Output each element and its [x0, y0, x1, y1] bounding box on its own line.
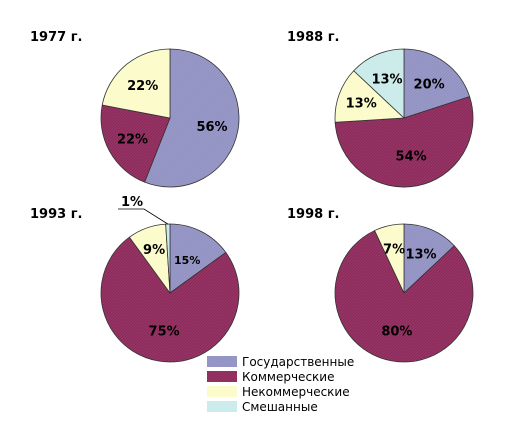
pie-slice-state	[403, 48, 471, 119]
pie-slice-state	[169, 223, 227, 294]
pie-slice-commercial	[100, 236, 240, 363]
pie-chart-2: 1993 г. 15% 75% 9% 1%	[30, 195, 240, 363]
legend-swatch-state	[207, 356, 237, 367]
slice-label: 54%	[396, 149, 427, 164]
legend-swatch-commercial	[207, 371, 237, 382]
legend-label-state: Государственные	[242, 355, 354, 369]
pie-slice-noncommercial	[334, 70, 405, 123]
pie-slice-mixed	[165, 223, 171, 294]
legend-label-noncommercial: Некоммерческие	[242, 385, 350, 399]
chart-title: 1977 г.	[30, 30, 82, 45]
legend-label-commercial: Коммерческие	[242, 370, 334, 384]
slice-label: 22%	[117, 133, 148, 148]
chart-title: 1993 г.	[30, 207, 82, 222]
pie-slice-noncommercial	[101, 48, 171, 119]
slice-label: 13%	[371, 73, 402, 88]
pie-slice-mixed	[353, 48, 405, 119]
slice-label: 9%	[143, 243, 165, 258]
pie-slice-commercial	[334, 230, 474, 363]
pie-slice-commercial	[334, 96, 474, 188]
slice-label: 80%	[381, 324, 412, 339]
pie-chart-1: 1988 г. 20% 54% 13% 13%	[287, 30, 474, 188]
pie-slice-state	[144, 48, 240, 188]
pie-chart-3: 1998 г. 13% 80% 7%	[287, 207, 474, 363]
slice-label: 20%	[414, 77, 445, 92]
pie-slice-noncommercial	[374, 223, 405, 294]
slice-label: 13%	[405, 248, 436, 263]
chart-title: 1998 г.	[287, 207, 339, 222]
slice-label: 1%	[121, 195, 143, 210]
leader-line	[118, 208, 169, 225]
legend-label-mixed: Смешанные	[242, 400, 318, 414]
slice-label: 56%	[196, 120, 227, 135]
pie-slice-state	[403, 223, 455, 294]
slice-label: 22%	[127, 79, 158, 94]
legend: ГосударственныеКоммерческиеНекоммерчески…	[207, 355, 354, 414]
pie-chart-0: 1977 г. 56% 22% 22%	[30, 30, 240, 188]
legend-swatch-mixed	[207, 401, 237, 412]
slice-label: 13%	[346, 97, 377, 112]
legend-swatch-noncommercial	[207, 386, 237, 397]
slice-label: 7%	[383, 243, 405, 258]
pie-slice-commercial	[100, 104, 171, 183]
chart-title: 1988 г.	[287, 30, 339, 45]
slice-label: 75%	[149, 325, 180, 340]
slice-label: 15%	[174, 254, 200, 267]
